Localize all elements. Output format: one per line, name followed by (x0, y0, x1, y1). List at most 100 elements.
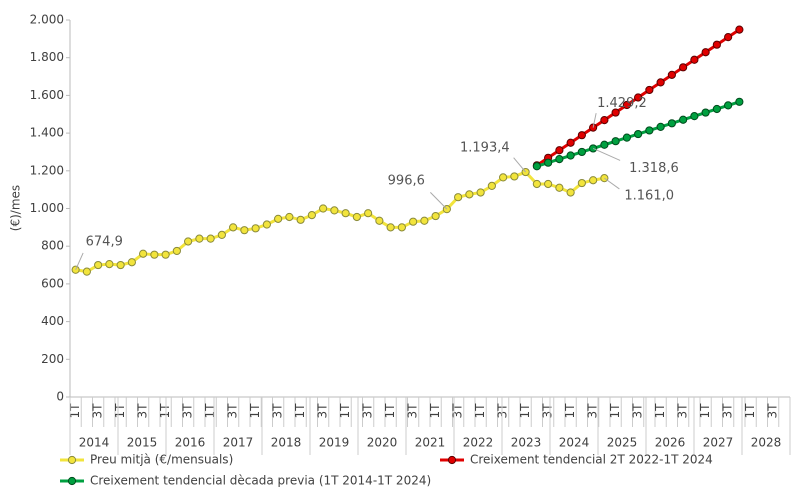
data-label: 1.429,2 (597, 96, 647, 111)
data-point (150, 250, 159, 259)
legend-marker (67, 455, 77, 465)
x-tick-label: 3T (631, 403, 645, 419)
year-label: 2025 (607, 436, 638, 450)
data-point (634, 93, 643, 102)
data-point (577, 178, 586, 188)
y-tick-label: 1.600 (30, 88, 64, 102)
x-tick-label: 1T (293, 403, 307, 419)
data-point (611, 108, 620, 117)
data-point (555, 183, 564, 192)
data-point (724, 101, 733, 110)
x-tick-label: 1T (203, 403, 217, 419)
data-point (701, 108, 710, 117)
data-point (645, 85, 654, 95)
data-point (127, 258, 136, 267)
data-point (262, 220, 271, 229)
data-point (645, 126, 654, 135)
data-point (701, 48, 710, 57)
data-point (589, 176, 598, 185)
x-tick-label: 1T (158, 403, 172, 419)
y-tick-label: 1.800 (30, 50, 64, 64)
data-point (634, 129, 643, 139)
data-point (555, 146, 564, 155)
year-label: 2026 (655, 436, 686, 450)
data-label: 996,6 (388, 174, 425, 189)
data-point (656, 122, 665, 131)
leader-line (75, 252, 84, 270)
x-tick-label: 1T (653, 403, 667, 419)
leader-line (604, 177, 620, 190)
x-tick-label: 1T (563, 403, 577, 419)
data-point (161, 250, 170, 259)
data-point (532, 162, 541, 171)
data-point (386, 223, 395, 232)
x-tick-label: 3T (766, 403, 780, 419)
data-point (679, 115, 688, 124)
data-point (589, 144, 598, 153)
data-point (465, 190, 474, 199)
x-tick-label: 3T (451, 403, 465, 419)
x-tick-label: 3T (91, 403, 105, 419)
year-label: 2015 (127, 436, 158, 450)
data-point (690, 112, 699, 121)
data-point (375, 216, 384, 225)
y-tick-label: 200 (41, 352, 64, 366)
data-label: 1.161,0 (624, 189, 674, 204)
leader-line (430, 191, 448, 210)
year-label: 2017 (223, 436, 254, 450)
y-tick-label: 0 (56, 390, 64, 404)
data-point (656, 78, 665, 87)
x-tick-label: 1T (428, 403, 442, 419)
y-tick-label: 400 (41, 314, 64, 328)
data-point (105, 260, 114, 269)
year-label: 2021 (415, 436, 446, 450)
data-point (172, 246, 181, 256)
x-tick-label: 3T (136, 403, 150, 419)
x-tick-label: 1T (338, 403, 352, 419)
data-point (544, 158, 553, 167)
y-tick-label: 1.400 (30, 126, 64, 140)
data-point (82, 267, 91, 276)
data-point (566, 188, 575, 197)
data-point (206, 234, 215, 243)
data-point (566, 138, 575, 147)
y-axis-title: (€)/mes (9, 185, 23, 231)
y-tick-label: 800 (41, 239, 64, 253)
year-label: 2014 (79, 436, 110, 450)
data-point (577, 131, 586, 140)
x-tick-label: 1T (383, 403, 397, 419)
data-label: 1.193,4 (460, 141, 510, 156)
data-point (251, 224, 260, 233)
year-label: 2022 (463, 436, 494, 450)
data-point (420, 216, 429, 225)
data-point (667, 119, 676, 128)
legend-marker (67, 476, 77, 486)
data-point (724, 33, 733, 42)
x-tick-label: 3T (226, 403, 240, 419)
data-point (622, 100, 631, 110)
year-label: 2018 (271, 436, 302, 450)
data-point (712, 40, 721, 49)
data-point (139, 249, 148, 258)
y-tick-label: 1.200 (30, 163, 64, 177)
data-point (229, 223, 238, 232)
data-point (94, 260, 103, 270)
leader-line (513, 157, 527, 173)
data-point (487, 181, 496, 190)
x-tick-label: 3T (181, 403, 195, 419)
year-label: 2020 (367, 436, 398, 450)
data-point (735, 25, 744, 34)
legend-label: Creixement tendencial dècada previa (1T … (90, 474, 431, 488)
x-tick-label: 1T (248, 403, 262, 419)
legend-label: Preu mitjà (€/mensuals) (90, 453, 233, 467)
x-tick-label: 3T (271, 403, 285, 419)
data-point (735, 97, 744, 106)
x-tick-label: 1T (518, 403, 532, 419)
data-point (397, 223, 406, 232)
year-label: 2024 (559, 436, 590, 450)
data-point (600, 140, 609, 149)
data-label: 1.318,6 (629, 161, 679, 176)
data-point (712, 104, 721, 114)
data-point (510, 172, 519, 181)
